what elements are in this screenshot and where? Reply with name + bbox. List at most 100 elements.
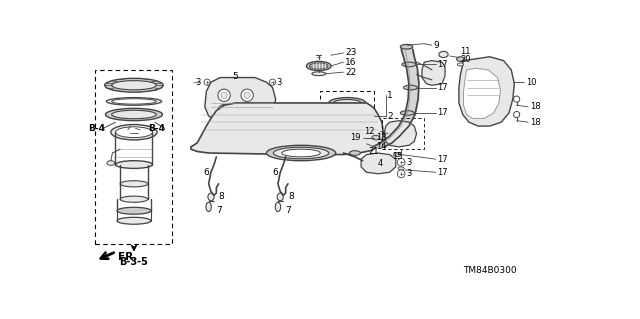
Circle shape [513,96,520,102]
Circle shape [218,105,230,117]
Polygon shape [463,68,500,118]
Ellipse shape [439,51,448,57]
Ellipse shape [333,119,361,126]
Ellipse shape [117,217,151,224]
Text: 14: 14 [376,142,387,151]
Ellipse shape [372,135,380,140]
Text: 6: 6 [204,168,209,177]
Circle shape [244,92,250,98]
Text: 17: 17 [437,108,448,117]
Text: 3: 3 [196,78,201,87]
Ellipse shape [266,145,336,161]
Ellipse shape [329,117,365,128]
Ellipse shape [401,111,414,115]
Polygon shape [384,121,417,147]
Circle shape [513,111,520,118]
Text: 3: 3 [276,78,282,87]
Ellipse shape [330,137,364,146]
Text: 8: 8 [219,192,225,201]
Text: 17: 17 [437,168,448,177]
Circle shape [397,159,405,166]
Text: B-3-5: B-3-5 [120,257,148,267]
Circle shape [244,108,250,114]
Ellipse shape [111,99,156,104]
Polygon shape [422,61,445,85]
Text: 13: 13 [376,133,387,142]
Ellipse shape [312,72,326,76]
Text: 3: 3 [406,158,412,167]
Circle shape [221,92,227,98]
Text: 19: 19 [350,133,360,142]
Text: 7: 7 [216,206,222,215]
Ellipse shape [403,85,417,90]
Ellipse shape [111,110,156,119]
Text: FR.: FR. [118,252,137,262]
Polygon shape [191,103,383,154]
Polygon shape [205,78,276,126]
Text: 1: 1 [387,91,393,100]
Ellipse shape [208,193,214,201]
Ellipse shape [115,127,152,137]
Text: 22: 22 [345,68,356,77]
Text: 2: 2 [387,112,393,121]
Ellipse shape [398,167,404,170]
Ellipse shape [349,151,360,155]
Text: 11: 11 [460,47,471,56]
Ellipse shape [333,100,361,107]
Text: B-4: B-4 [148,124,164,133]
Text: 3: 3 [406,169,412,178]
Ellipse shape [106,98,162,105]
Bar [382,118,424,149]
Ellipse shape [117,207,151,214]
Ellipse shape [282,149,320,157]
Text: TM84B0300: TM84B0300 [463,265,516,275]
Ellipse shape [115,161,152,168]
Text: 7: 7 [285,206,291,215]
Text: 21: 21 [368,147,378,156]
Text: 12: 12 [364,127,374,136]
Text: 23: 23 [345,48,356,57]
Circle shape [241,89,253,101]
Ellipse shape [206,202,211,211]
Text: 15: 15 [392,152,403,161]
Text: —: — [193,79,200,85]
Ellipse shape [273,147,329,159]
Text: 20: 20 [460,55,471,63]
Ellipse shape [310,63,328,69]
Ellipse shape [106,108,163,121]
Text: 17: 17 [437,155,448,164]
Ellipse shape [107,161,115,165]
Polygon shape [459,57,515,126]
Text: 18: 18 [530,118,540,127]
Circle shape [241,105,253,117]
Text: 17: 17 [437,83,448,92]
Ellipse shape [120,196,148,202]
Circle shape [218,89,230,101]
Text: 18: 18 [530,102,540,111]
Text: 5: 5 [233,71,239,80]
Text: 10: 10 [526,78,536,87]
Ellipse shape [105,78,163,92]
Ellipse shape [394,152,401,157]
Bar [320,92,374,149]
Text: 4: 4 [378,159,383,167]
Text: 9: 9 [433,41,439,50]
Circle shape [204,79,210,85]
Ellipse shape [335,138,360,145]
Circle shape [269,79,276,85]
Text: 16: 16 [345,58,356,67]
Circle shape [397,170,405,178]
Ellipse shape [307,61,331,70]
Ellipse shape [456,57,464,61]
Text: 17: 17 [437,60,448,69]
Text: 8: 8 [288,192,294,201]
Ellipse shape [111,124,157,140]
Ellipse shape [275,202,281,211]
Ellipse shape [120,181,148,187]
Ellipse shape [458,63,463,66]
Text: 6: 6 [273,168,278,177]
Ellipse shape [329,98,365,108]
Ellipse shape [277,193,284,201]
Ellipse shape [402,62,416,67]
Bar [95,70,172,244]
